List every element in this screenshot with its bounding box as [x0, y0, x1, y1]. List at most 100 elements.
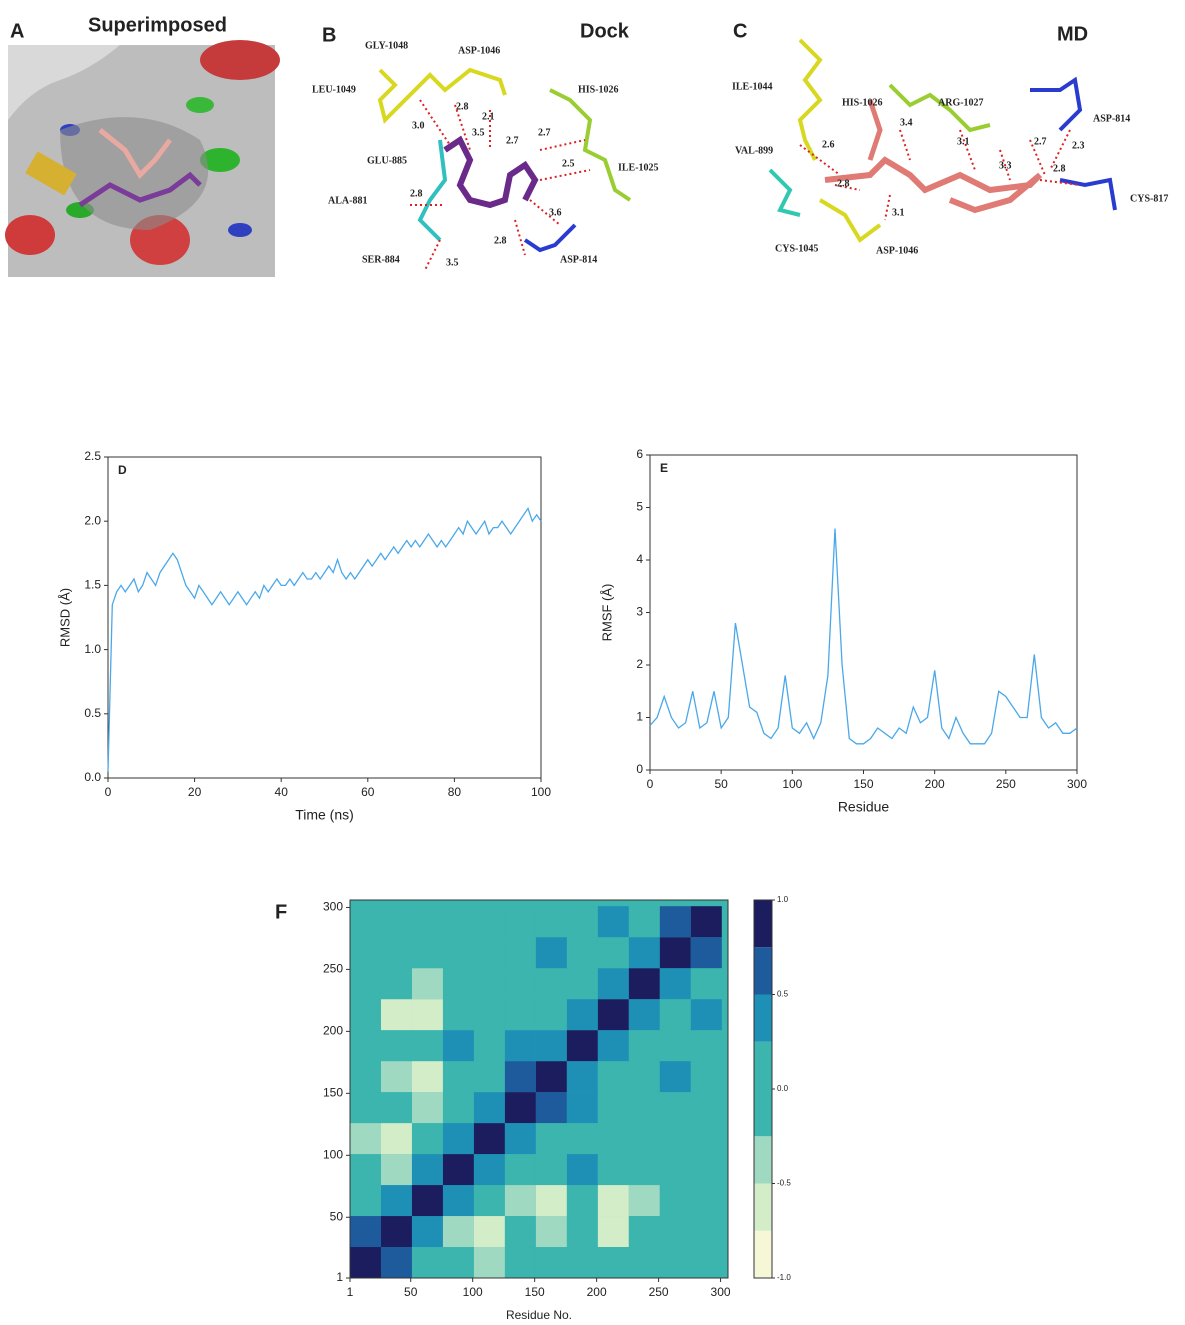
heat-cell	[535, 937, 567, 969]
heat-cell	[380, 1247, 412, 1278]
heat-cell	[566, 1092, 598, 1124]
heat-cell	[659, 999, 691, 1031]
heat-cell	[411, 1092, 443, 1124]
heat-cell	[504, 1030, 536, 1062]
colorbar-tick-label: -0.5	[777, 1179, 791, 1188]
distance-label: 2.8	[456, 101, 469, 112]
heat-cell	[535, 1247, 567, 1278]
heat-cell	[535, 1061, 567, 1093]
distance-label: 2.7	[506, 135, 519, 146]
heat-cell	[350, 1092, 381, 1124]
colorbar-band	[754, 1041, 772, 1137]
heat-cell	[535, 1092, 567, 1124]
heat-cell	[659, 1092, 691, 1124]
heat-cell	[690, 1092, 722, 1124]
panel-label: C	[733, 20, 747, 42]
distance-label: 3.3	[999, 160, 1012, 171]
heat-cell	[411, 1185, 443, 1217]
heat-cell	[535, 999, 567, 1031]
plot-frame	[107, 456, 542, 779]
heat-cell	[690, 1216, 722, 1248]
heat-cell	[566, 937, 598, 969]
heat-cell	[442, 906, 474, 938]
heat-cell	[380, 1123, 412, 1155]
heat-cell	[442, 1247, 474, 1278]
residue-stick	[888, 83, 991, 133]
x-tick-label: 150	[525, 1285, 545, 1299]
panel-label: A	[10, 20, 24, 42]
heat-cell	[566, 1123, 598, 1155]
ligand	[443, 135, 539, 209]
heat-cell	[380, 1030, 412, 1062]
surface	[8, 45, 120, 120]
heat-cell	[566, 1061, 598, 1093]
heat-cell	[380, 1216, 412, 1248]
heat-cell	[350, 906, 381, 938]
distance-label: 2.1	[482, 111, 495, 122]
heat-cell	[411, 999, 443, 1031]
distance-label: 3.4	[900, 117, 913, 128]
y-tick-label: 5	[636, 500, 643, 514]
heat-cell	[659, 1154, 691, 1186]
heat-cell	[690, 999, 722, 1031]
heat-cell	[442, 968, 474, 1000]
heat-cell	[628, 1216, 660, 1248]
panel-title: Dock	[580, 20, 630, 42]
heat-cell	[566, 1154, 598, 1186]
y-tick-label: 0.5	[84, 706, 101, 720]
heat-cell	[380, 968, 412, 1000]
heat-cell	[659, 968, 691, 1000]
heat-cell	[597, 1216, 629, 1248]
y-tick-label: 2.5	[84, 449, 101, 463]
heat-cell	[350, 1247, 381, 1278]
residue-stick	[1059, 177, 1117, 211]
heat-cell	[597, 999, 629, 1031]
heat-cell	[350, 1123, 381, 1155]
heat-cell	[442, 937, 474, 969]
surface	[200, 148, 240, 172]
heat-cell	[504, 1154, 536, 1186]
heat-cell	[442, 999, 474, 1031]
heat-cell	[504, 937, 536, 969]
residue-label: HIS-1026	[842, 97, 883, 108]
heat-cell	[659, 906, 691, 938]
heat-cell	[566, 1030, 598, 1062]
distance-label: 3.5	[446, 257, 459, 268]
heat-cell	[628, 1247, 660, 1278]
chart-title: E	[660, 461, 668, 475]
x-tick-label: 40	[275, 785, 289, 799]
y-tick-label: 2	[636, 657, 643, 671]
residue-label: CYS-1045	[775, 243, 818, 254]
ligand	[78, 171, 202, 208]
heat-cell	[659, 1123, 691, 1155]
y-tick-label: 0.0	[84, 770, 101, 784]
x-tick-label: 250	[996, 777, 1016, 791]
heat-cell	[504, 906, 536, 938]
heat-cell	[597, 937, 629, 969]
y-tick-label: 100	[323, 1147, 343, 1161]
x-tick-label: 50	[714, 777, 728, 791]
heat-cell	[504, 1185, 536, 1217]
heat-cell	[628, 1061, 660, 1093]
heat-cell	[442, 1092, 474, 1124]
heat-cell	[473, 1247, 505, 1278]
heat-cell	[659, 937, 691, 969]
x-tick-label: 50	[404, 1285, 418, 1299]
heat-cell	[411, 1154, 443, 1186]
colorbar-tick-label: 1.0	[777, 895, 789, 904]
heat-cell	[535, 1154, 567, 1186]
heat-cell	[504, 968, 536, 1000]
x-axis-label: Residue No.	[506, 1308, 572, 1322]
panel-a: A Superimposed	[5, 14, 280, 277]
plot-frame	[649, 454, 1078, 771]
residue-label: CYS-817	[1130, 193, 1168, 204]
chart-title: F	[275, 901, 287, 923]
y-tick-label: 6	[636, 447, 643, 461]
residue-stick	[818, 198, 882, 243]
heat-cell	[473, 968, 505, 1000]
heat-cell	[597, 1185, 629, 1217]
heat-cell	[690, 906, 722, 938]
ligand	[824, 156, 1043, 214]
heat-cell	[535, 1123, 567, 1155]
heat-cell	[690, 1030, 722, 1062]
